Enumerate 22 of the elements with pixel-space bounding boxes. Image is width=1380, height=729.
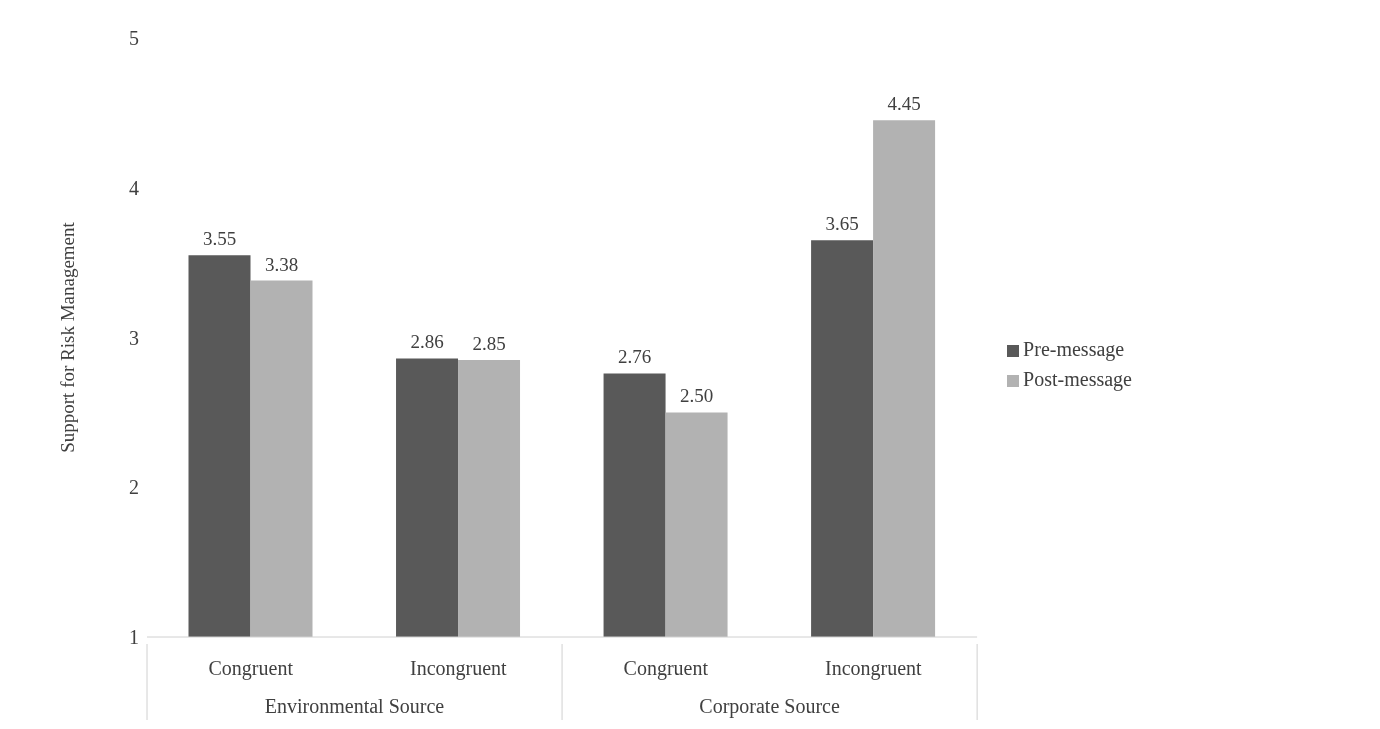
- y-tick-label: 5: [129, 27, 139, 50]
- data-label: 2.50: [679, 385, 714, 407]
- data-label: 2.76: [617, 346, 652, 368]
- x-tick-label: Incongruent: [825, 657, 923, 680]
- y-tick-label: 3: [129, 326, 139, 349]
- data-label: 3.65: [825, 213, 859, 235]
- data-label: 3.55: [202, 228, 237, 250]
- y-tick-label: 4: [129, 176, 139, 199]
- text: Environmental Source: [264, 695, 445, 717]
- y-tick-label: 2: [129, 476, 139, 499]
- data-label: 2.86: [410, 331, 444, 353]
- data-label: 2.85: [472, 332, 506, 354]
- data-label: 3.38: [264, 253, 299, 275]
- legend-label: Post-message: [1023, 368, 1132, 390]
- text: Corporate Source: [699, 695, 840, 718]
- y-tick-label: 1: [129, 626, 139, 649]
- y-axis-title: Support for Risk Management: [56, 221, 78, 453]
- data-label: 4.45: [887, 93, 921, 115]
- legend-label: Pre-message: [1023, 338, 1125, 360]
- x-tick-label: Congruent: [208, 657, 294, 680]
- x-tick-label: Incongruent: [409, 657, 508, 680]
- x-tick-label: Congruent: [623, 657, 709, 680]
